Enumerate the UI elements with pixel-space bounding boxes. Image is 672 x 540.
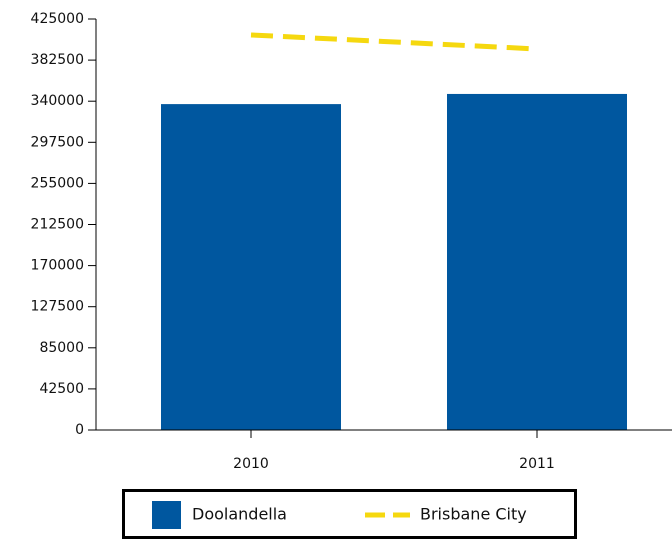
- y-tick-label: 340000: [31, 93, 84, 109]
- legend-swatch: [152, 501, 181, 529]
- legend-box: [122, 489, 577, 539]
- y-tick-label: 42500: [39, 381, 84, 397]
- x-tick-label: 2010: [233, 456, 269, 472]
- x-tick-label: 2011: [519, 456, 555, 472]
- bar: [447, 93, 627, 431]
- y-tick-label: 382500: [31, 52, 84, 68]
- y-tick-label: 425000: [31, 11, 84, 27]
- y-tick-label: 170000: [31, 258, 84, 274]
- y-tick-label: 212500: [31, 217, 84, 233]
- bar: [161, 104, 341, 431]
- y-tick-label: 297500: [31, 134, 84, 150]
- y-tick-label: 85000: [39, 340, 84, 356]
- y-tick-label: 127500: [31, 299, 84, 315]
- line: [250, 32, 538, 52]
- legend-label: Brisbane City: [420, 505, 527, 524]
- legend-label: Doolandella: [192, 505, 287, 524]
- y-tick-label: 0: [75, 422, 84, 438]
- y-tick-label: 255000: [31, 175, 84, 191]
